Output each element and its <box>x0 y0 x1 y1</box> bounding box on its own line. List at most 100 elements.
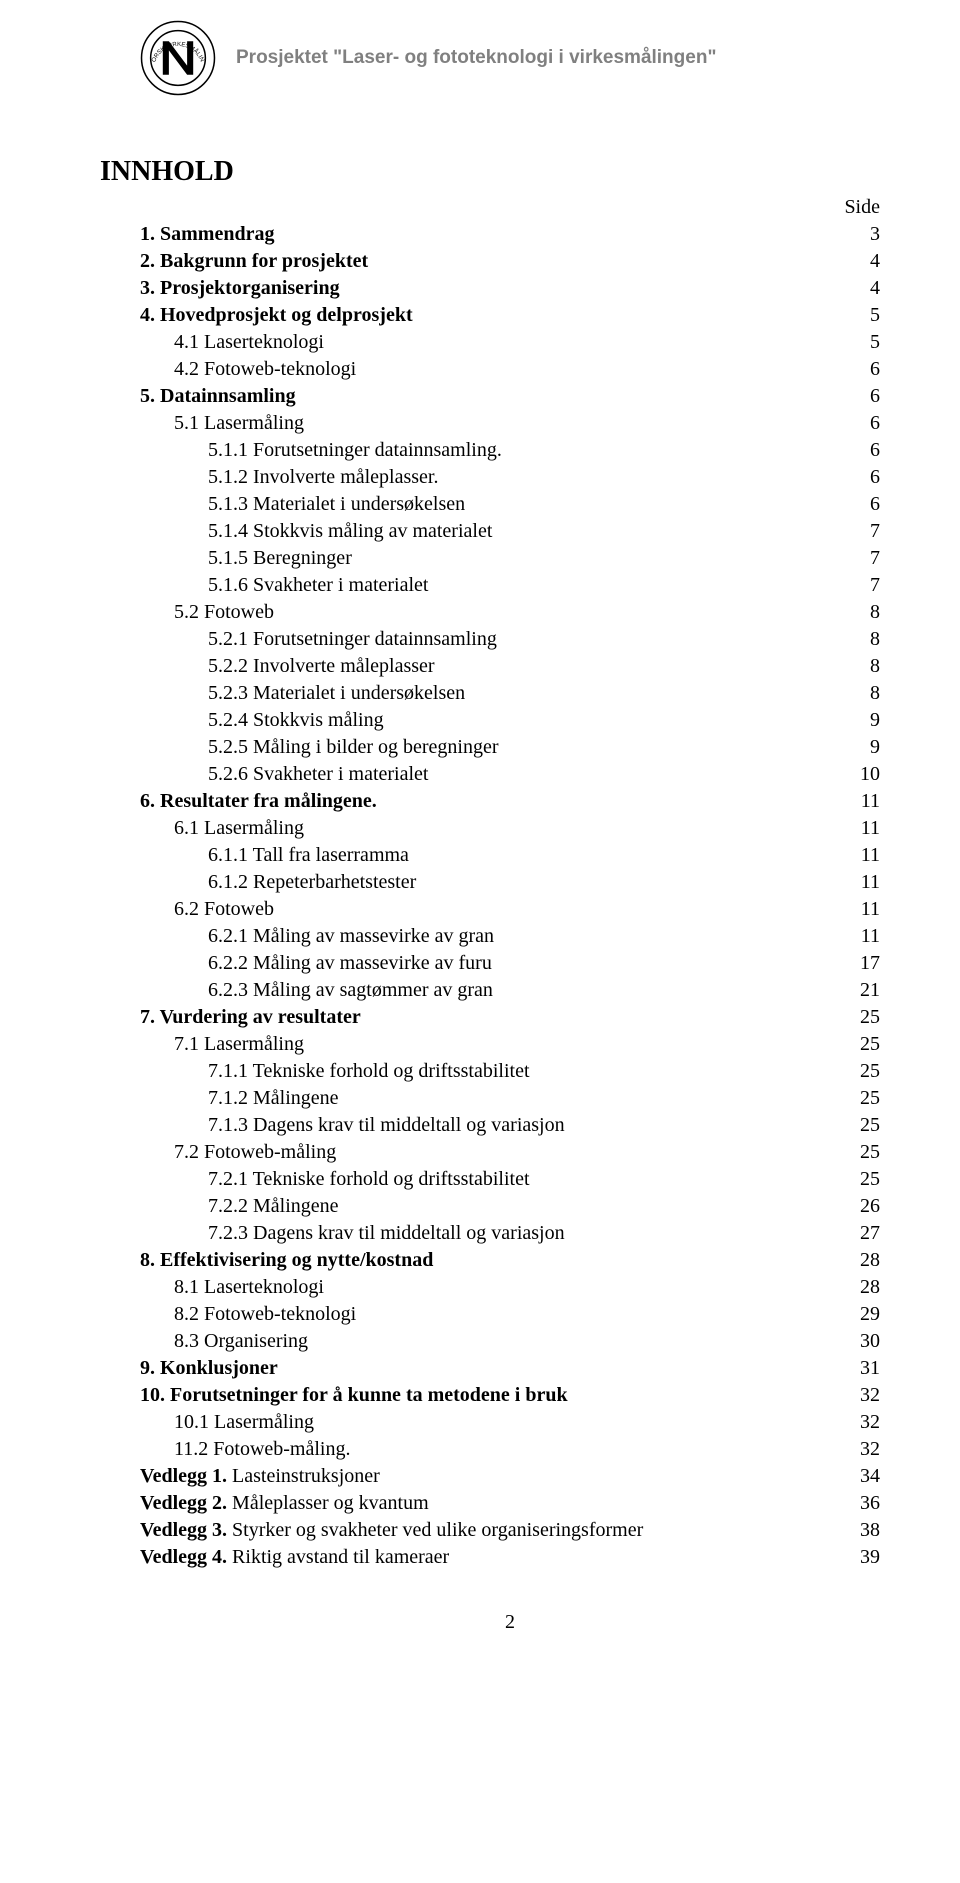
toc-row: 7.2 Fotoweb-måling25 <box>140 1139 880 1166</box>
toc-row: 6.1.1 Tall fra laserramma11 <box>140 842 880 869</box>
toc-label: 6.1.2 Repeterbarhetstester <box>140 869 840 896</box>
logo-icon: NORSK VIRKESMÅLING <box>140 20 216 96</box>
toc-label: 8. Effektivisering og nytte/kostnad <box>140 1247 840 1274</box>
toc-row: 5.2.6 Svakheter i materialet10 <box>140 761 880 788</box>
toc-page: 5 <box>840 302 880 329</box>
toc-label: 7.2.1 Tekniske forhold og driftsstabilit… <box>140 1166 840 1193</box>
toc-label: 5.1.2 Involverte måleplasser. <box>140 464 840 491</box>
toc-label: Vedlegg 4. Riktig avstand til kameraer <box>140 1544 840 1571</box>
toc-row: 4.1 Laserteknologi5 <box>140 329 880 356</box>
toc-page: 25 <box>840 1058 880 1085</box>
toc-label: 6.2.3 Måling av sagtømmer av gran <box>140 977 840 1004</box>
toc-label: 7.1.1 Tekniske forhold og driftsstabilit… <box>140 1058 840 1085</box>
toc-row: 3. Prosjektorganisering4 <box>140 275 880 302</box>
toc-label-prefix: Vedlegg 1. <box>140 1465 227 1487</box>
toc-row: 5.2.5 Måling i bilder og beregninger9 <box>140 734 880 761</box>
toc-label: 5.1.6 Svakheter i materialet <box>140 572 840 599</box>
toc-row: 8.1 Laserteknologi28 <box>140 1274 880 1301</box>
toc-row: 5. Datainnsamling6 <box>140 383 880 410</box>
toc-page: 9 <box>840 734 880 761</box>
toc-row: 5.2.4 Stokkvis måling9 <box>140 707 880 734</box>
toc-page: 7 <box>840 518 880 545</box>
toc-label: 5.2.6 Svakheter i materialet <box>140 761 840 788</box>
toc-row: 8.2 Fotoweb-teknologi29 <box>140 1301 880 1328</box>
toc-row: Vedlegg 1. Lasteinstruksjoner34 <box>140 1463 880 1490</box>
toc-label-rest: Riktig avstand til kameraer <box>227 1546 449 1568</box>
toc-label: 6.2.1 Måling av massevirke av gran <box>140 923 840 950</box>
toc-label: 6.1 Lasermåling <box>140 815 840 842</box>
toc-label: 5.2.4 Stokkvis måling <box>140 707 840 734</box>
toc-page: 6 <box>840 437 880 464</box>
toc-page: 9 <box>840 707 880 734</box>
toc-row: 5.2.2 Involverte måleplasser8 <box>140 653 880 680</box>
toc-row: 8.3 Organisering30 <box>140 1328 880 1355</box>
toc-page: 28 <box>840 1274 880 1301</box>
toc-label: 7.2.3 Dagens krav til middeltall og vari… <box>140 1220 840 1247</box>
toc-label: 4. Hovedprosjekt og delprosjekt <box>140 302 840 329</box>
toc-page: 32 <box>840 1409 880 1436</box>
toc-row: 7.2.1 Tekniske forhold og driftsstabilit… <box>140 1166 880 1193</box>
toc-label-prefix: Vedlegg 2. <box>140 1492 227 1514</box>
toc-label: Vedlegg 1. Lasteinstruksjoner <box>140 1463 840 1490</box>
toc-page: 31 <box>840 1355 880 1382</box>
toc-row: 6.2.3 Måling av sagtømmer av gran21 <box>140 977 880 1004</box>
toc-label: 7.1.2 Målingene <box>140 1085 840 1112</box>
toc-label: Vedlegg 2. Måleplasser og kvantum <box>140 1490 840 1517</box>
toc-row: 5.1.1 Forutsetninger datainnsamling.6 <box>140 437 880 464</box>
toc-label: 8.2 Fotoweb-teknologi <box>140 1301 840 1328</box>
toc-row: 7.2.3 Dagens krav til middeltall og vari… <box>140 1220 880 1247</box>
toc-page: 7 <box>840 545 880 572</box>
toc-row: 5.1.4 Stokkvis måling av materialet7 <box>140 518 880 545</box>
toc-row: 6.2 Fotoweb11 <box>140 896 880 923</box>
toc-label: 4.1 Laserteknologi <box>140 329 840 356</box>
side-label-row: Side <box>140 196 880 219</box>
header-title: Prosjektet "Laser- og fototeknologi i vi… <box>236 47 716 69</box>
toc-page: 3 <box>840 221 880 248</box>
toc-row: 7. Vurdering av resultater25 <box>140 1004 880 1031</box>
toc-row: 6. Resultater fra målingene.11 <box>140 788 880 815</box>
toc-page: 8 <box>840 626 880 653</box>
toc-row: 7.1 Lasermåling25 <box>140 1031 880 1058</box>
toc-label: Vedlegg 3. Styrker og svakheter ved ulik… <box>140 1517 840 1544</box>
toc-label: 7.2 Fotoweb-måling <box>140 1139 840 1166</box>
toc-row: Vedlegg 2. Måleplasser og kvantum36 <box>140 1490 880 1517</box>
toc-label: 5.2.5 Måling i bilder og beregninger <box>140 734 840 761</box>
toc-page: 11 <box>840 788 880 815</box>
toc-label: 5.1.4 Stokkvis måling av materialet <box>140 518 840 545</box>
toc-label: 11.2 Fotoweb-måling. <box>140 1436 840 1463</box>
toc-row: 11.2 Fotoweb-måling.32 <box>140 1436 880 1463</box>
toc-page: 5 <box>840 329 880 356</box>
toc-row: 10. Forutsetninger for å kunne ta metode… <box>140 1382 880 1409</box>
toc-label: 3. Prosjektorganisering <box>140 275 840 302</box>
toc-row: 9. Konklusjoner31 <box>140 1355 880 1382</box>
toc-row: 5.1.3 Materialet i undersøkelsen6 <box>140 491 880 518</box>
page-number: 2 <box>140 1611 880 1634</box>
toc-row: 5.1.5 Beregninger7 <box>140 545 880 572</box>
toc-page: 25 <box>840 1004 880 1031</box>
toc-label-prefix: Vedlegg 3. <box>140 1519 227 1541</box>
toc-label: 2. Bakgrunn for prosjektet <box>140 248 840 275</box>
toc-page: 6 <box>840 491 880 518</box>
toc-label: 10.1 Lasermåling <box>140 1409 840 1436</box>
toc-label: 6.2.2 Måling av massevirke av furu <box>140 950 840 977</box>
toc-label: 6.2 Fotoweb <box>140 896 840 923</box>
toc-page: 25 <box>840 1112 880 1139</box>
toc-page: 36 <box>840 1490 880 1517</box>
toc-label: 5. Datainnsamling <box>140 383 840 410</box>
toc-page: 30 <box>840 1328 880 1355</box>
toc-page: 11 <box>840 896 880 923</box>
toc-label: 5.1.5 Beregninger <box>140 545 840 572</box>
toc-page: 39 <box>840 1544 880 1571</box>
toc-page: 6 <box>840 383 880 410</box>
toc-label: 10. Forutsetninger for å kunne ta metode… <box>140 1382 840 1409</box>
toc-row: 6.1 Lasermåling11 <box>140 815 880 842</box>
toc-label: 1. Sammendrag <box>140 221 840 248</box>
toc-label: 6. Resultater fra målingene. <box>140 788 840 815</box>
toc-page: 6 <box>840 464 880 491</box>
toc-label: 5.1 Lasermåling <box>140 410 840 437</box>
toc-page: 11 <box>840 869 880 896</box>
toc-label: 7.2.2 Målingene <box>140 1193 840 1220</box>
toc-page: 38 <box>840 1517 880 1544</box>
toc-page: 6 <box>840 410 880 437</box>
toc-page: 11 <box>840 842 880 869</box>
